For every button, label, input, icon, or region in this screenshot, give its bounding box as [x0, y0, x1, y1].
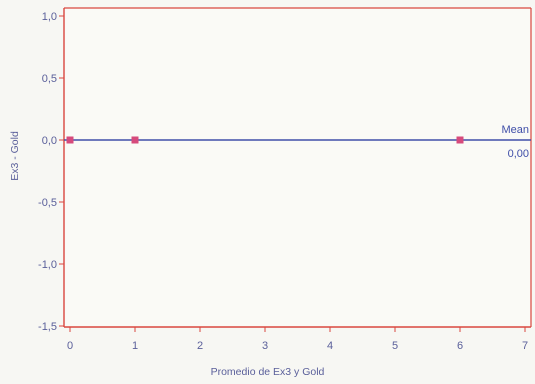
y-tick-label: 0,0	[42, 135, 57, 147]
data-point	[66, 136, 74, 144]
y-tick-label: 1,0	[42, 11, 57, 23]
x-axis-title: Promedio de Ex3 y Gold	[211, 366, 325, 378]
x-tick-label: 7	[522, 340, 528, 352]
y-tick-label: 0,5	[42, 73, 57, 85]
data-points	[66, 136, 464, 144]
y-tick-label: -1,0	[38, 259, 57, 271]
mean-value-label: 0,00	[508, 148, 529, 160]
y-tick-label: -1,5	[38, 321, 57, 333]
y-axis-title: Ex3 - Gold	[9, 131, 21, 181]
x-tick-label: 5	[392, 340, 398, 352]
x-tick-label: 3	[262, 340, 268, 352]
x-tick-label: 6	[457, 340, 463, 352]
data-point	[131, 136, 139, 144]
mean-label: Mean	[501, 124, 529, 136]
y-tick-label: -0,5	[38, 197, 57, 209]
x-axis-ticks: 0 1 2 3 4 5 6 7	[67, 327, 528, 352]
y-axis-ticks: 1,0 0,5 0,0 -0,5 -1,0 -1,5	[38, 11, 64, 333]
plot-area	[64, 8, 531, 327]
x-tick-label: 0	[67, 340, 73, 352]
x-tick-label: 4	[327, 340, 333, 352]
data-point	[456, 136, 464, 144]
x-tick-label: 1	[132, 340, 138, 352]
x-tick-label: 2	[197, 340, 203, 352]
